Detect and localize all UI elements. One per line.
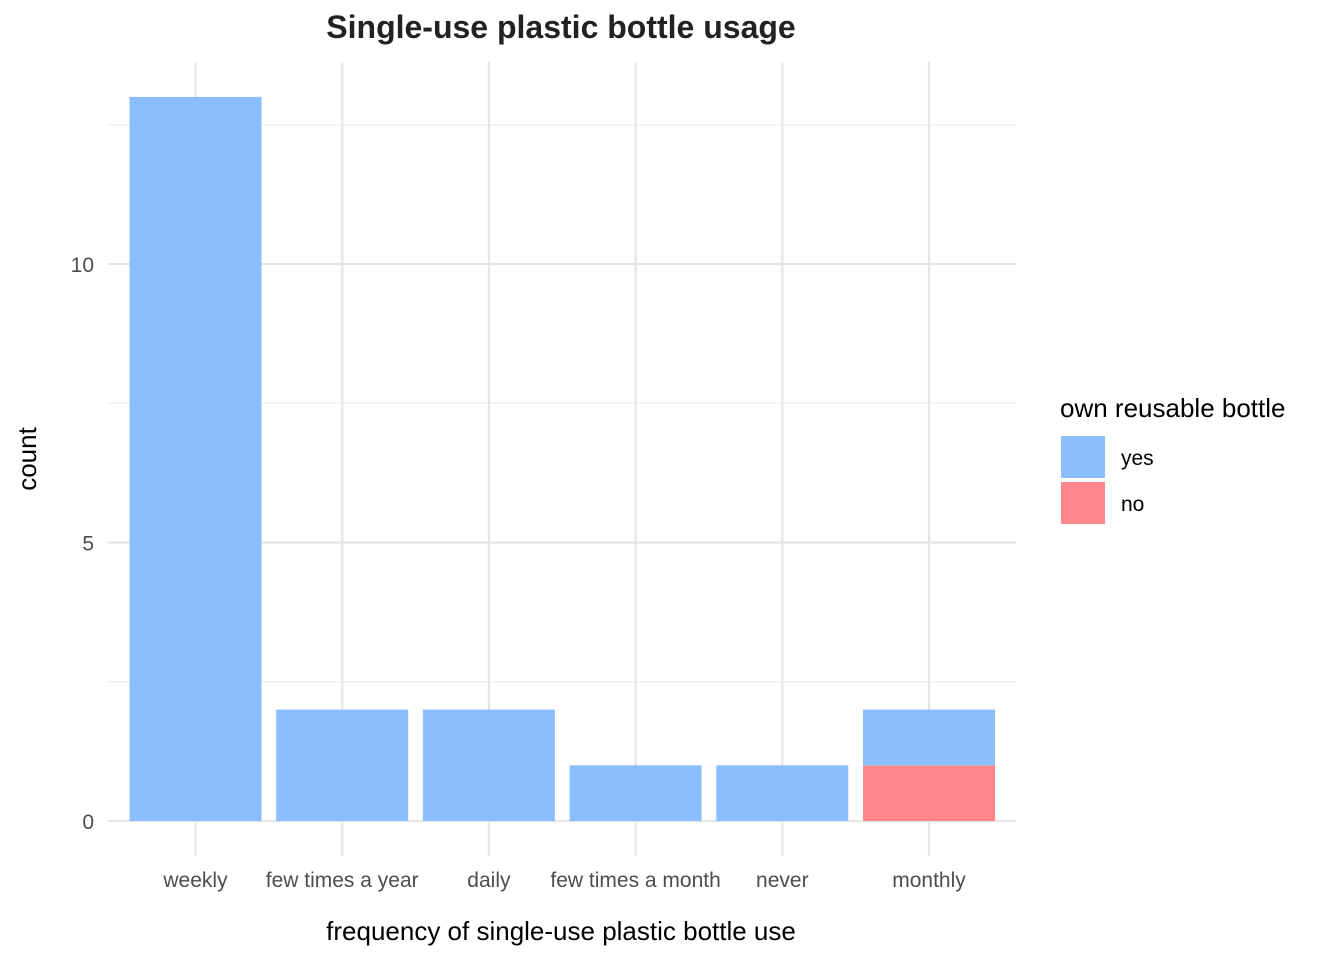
x-tick-label: daily: [467, 869, 511, 892]
bar-yes: [863, 709, 995, 766]
x-tick-label: weekly: [162, 869, 228, 892]
bar-yes: [569, 765, 702, 821]
x-tick-label: monthly: [892, 869, 966, 892]
y-axis-label: count: [12, 426, 42, 490]
bar-yes: [422, 709, 555, 821]
legend-label-no: no: [1121, 493, 1144, 516]
y-axis-ticks: 0 5 10: [71, 254, 94, 834]
bars: [129, 96, 995, 821]
x-tick-label: few times a month: [550, 869, 720, 892]
x-axis-ticks: weekly few times a year daily few times a m…: [162, 869, 966, 892]
x-axis-label: frequency of single-use plastic bottle u…: [326, 916, 796, 946]
y-tick-label: 5: [82, 533, 94, 556]
bar-yes: [129, 96, 262, 821]
bar-yes: [716, 765, 849, 821]
x-tick-label: never: [756, 869, 809, 892]
legend-label-yes: yes: [1121, 447, 1154, 470]
bar-no: [863, 765, 995, 821]
legend-swatch-no: [1061, 482, 1105, 524]
legend-title: own reusable bottle: [1060, 393, 1285, 423]
legend-swatch-yes: [1061, 436, 1105, 478]
legend: own reusable bottle yes no: [1060, 393, 1285, 524]
x-tick-label: few times a year: [266, 869, 419, 892]
y-tick-label: 0: [82, 811, 94, 834]
y-tick-label: 10: [71, 254, 94, 277]
bar-yes: [276, 709, 409, 821]
chart-title: Single-use plastic bottle usage: [326, 9, 795, 45]
